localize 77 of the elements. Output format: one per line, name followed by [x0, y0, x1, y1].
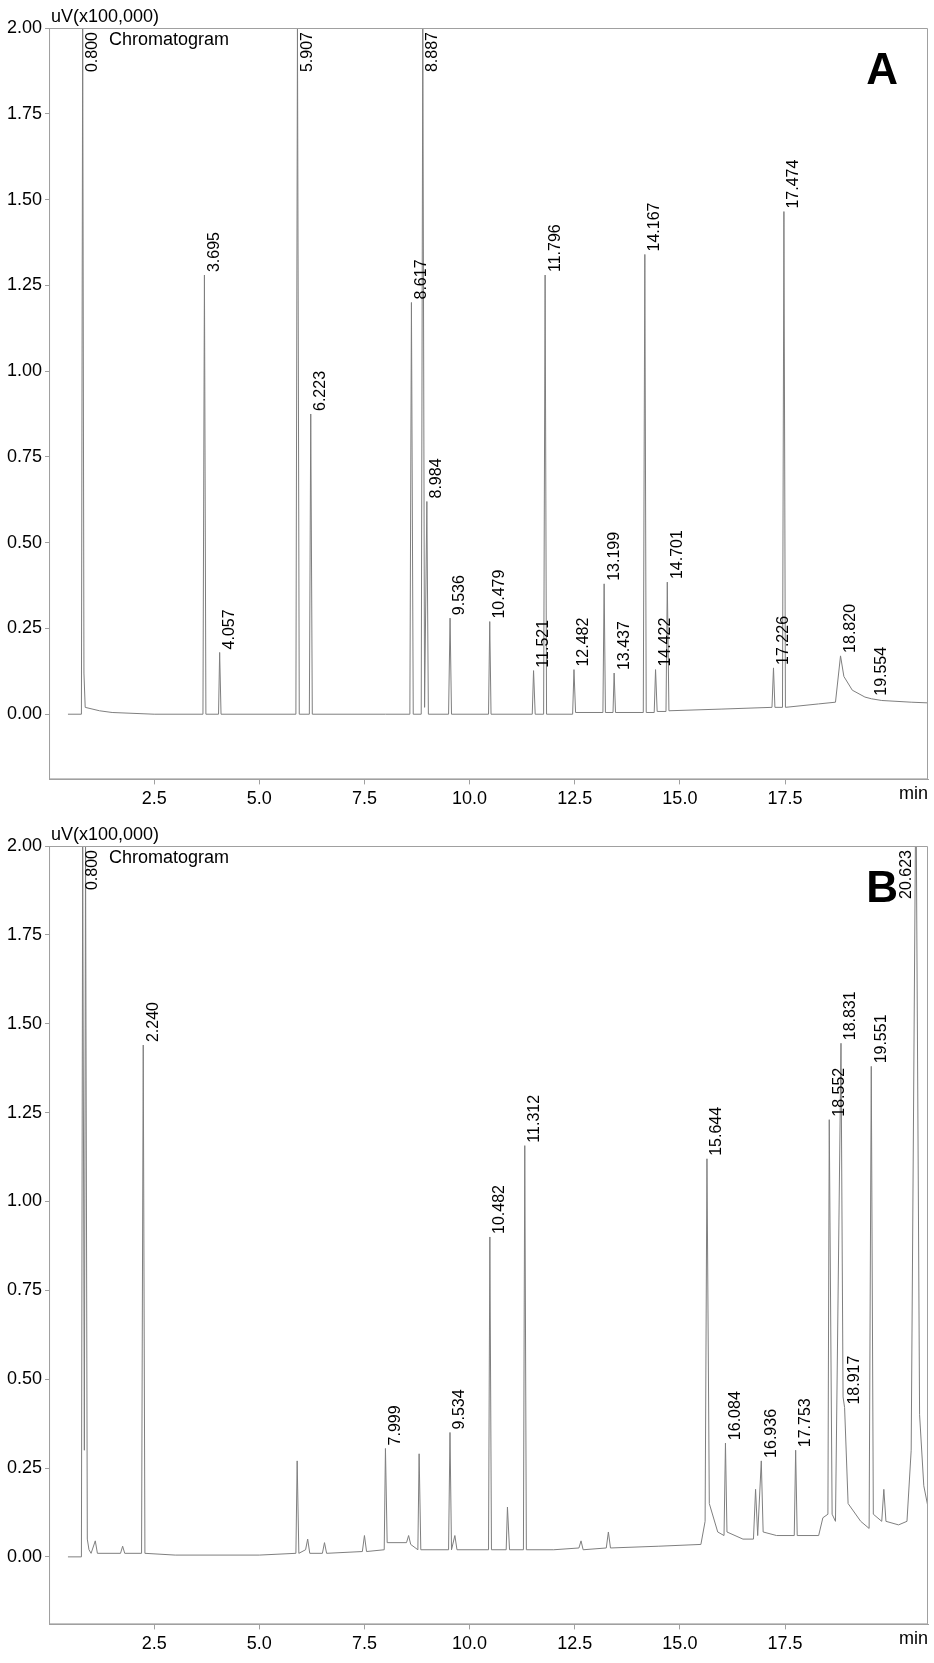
annotation: 14.422 [655, 617, 673, 667]
annotation: 12.482 [574, 617, 592, 667]
x-tick-label: 17.5 [767, 788, 803, 809]
annotation: 0.800 [83, 849, 101, 891]
annotation: 8.984 [427, 458, 445, 499]
annotation: 15.644 [707, 1106, 725, 1156]
annotation: 18.552 [829, 1067, 847, 1117]
y-tick-label: 0.00 [6, 703, 43, 724]
annotation: 0.800 [83, 31, 101, 73]
y-tick-label: 1.50 [6, 1012, 43, 1033]
annotation: 9.536 [450, 575, 468, 616]
annotation: 16.936 [761, 1408, 779, 1458]
x-tick-label: 10.0 [452, 1633, 488, 1654]
x-tick-label: 12.5 [557, 788, 593, 809]
y-tick-label: 0.75 [6, 445, 43, 466]
x-axis-title: min [898, 1628, 928, 1649]
annotation: 17.753 [796, 1398, 814, 1448]
y-tick-label: 1.75 [6, 923, 43, 944]
x-tick-label: 12.5 [557, 1633, 593, 1654]
y-tick-label: 1.25 [6, 1101, 43, 1122]
annotation: 3.695 [204, 231, 222, 273]
annotation: 14.701 [667, 530, 685, 580]
y-tick-label: 0.25 [6, 617, 43, 638]
x-tick-label: 15.0 [662, 788, 698, 809]
x-tick-label: 15.0 [662, 1633, 698, 1654]
annotation: 19.554 [871, 646, 889, 696]
x-tick-label: 10.0 [452, 788, 488, 809]
chart-subtitle: Chromatogram [109, 28, 230, 49]
annotation: 13.437 [614, 621, 632, 671]
y-tick-label: 0.50 [6, 1368, 43, 1389]
annotation: 17.474 [784, 159, 802, 209]
y-axis-title: uV(x100,000) [51, 823, 160, 844]
x-tick-label: 7.5 [351, 1633, 377, 1654]
annotation: 18.917 [845, 1355, 863, 1405]
y-tick-label: 0.25 [6, 1456, 43, 1477]
annotation: 19.551 [871, 1014, 889, 1064]
x-tick-label: 7.5 [351, 788, 377, 809]
annotation: 18.831 [841, 991, 859, 1041]
annotation: 13.199 [604, 531, 622, 581]
annotation: 7.999 [385, 1405, 403, 1446]
x-tick-label: 2.5 [141, 788, 167, 809]
annotation: 8.887 [423, 31, 441, 73]
chart-subtitle: Chromatogram [109, 846, 230, 867]
y-tick-label: 2.00 [6, 16, 43, 37]
y-tick-label: 1.25 [6, 274, 43, 295]
y-tick-label: 0.50 [6, 531, 43, 552]
x-axis-title: min [898, 783, 928, 804]
y-tick-label: 0.00 [6, 1545, 43, 1566]
annotation: 20.623 [896, 849, 914, 899]
x-tick-label: 17.5 [767, 1633, 803, 1654]
y-axis-title: uV(x100,000) [51, 5, 160, 26]
y-tick-label: 1.00 [6, 360, 43, 381]
chart-title: A [866, 44, 898, 94]
annotation: 5.907 [297, 31, 315, 73]
annotation: 11.796 [545, 224, 563, 273]
annotation: 10.479 [490, 569, 508, 619]
annotation: 4.057 [220, 609, 238, 650]
annotation: 11.521 [533, 619, 551, 668]
y-tick-label: 2.00 [6, 834, 43, 855]
annotation: 2.240 [143, 1001, 161, 1043]
y-tick-label: 1.00 [6, 1190, 43, 1211]
annotation: 9.534 [450, 1389, 468, 1430]
annotation: 14.167 [645, 202, 663, 252]
y-tick-label: 1.75 [6, 102, 43, 123]
annotation: 10.482 [490, 1184, 508, 1234]
annotation: 11.312 [525, 1094, 543, 1143]
x-tick-label: 5.0 [246, 788, 272, 809]
y-tick-label: 0.75 [6, 1279, 43, 1300]
annotation: 6.223 [311, 370, 329, 411]
annotation: 17.226 [773, 615, 791, 665]
annotation: 16.084 [725, 1391, 743, 1441]
chart-title: B [866, 862, 898, 912]
x-tick-label: 2.5 [141, 1633, 167, 1654]
x-tick-label: 5.0 [246, 1633, 272, 1654]
annotation: 18.820 [840, 603, 858, 653]
annotation: 8.617 [411, 259, 429, 300]
y-tick-label: 1.50 [6, 188, 43, 209]
